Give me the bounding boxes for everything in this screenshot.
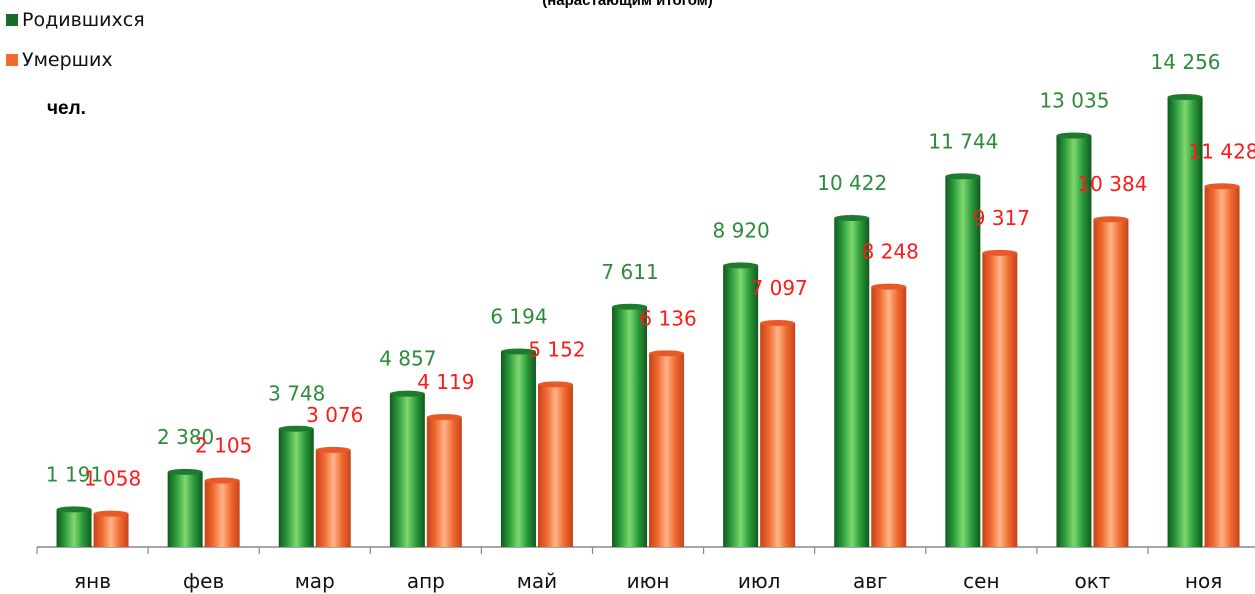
data-label-deaths: 1 058 <box>84 467 141 491</box>
legend-swatch-births <box>6 14 18 26</box>
legend-swatch-deaths <box>6 54 18 66</box>
bar-births <box>278 425 314 547</box>
x-tick-label: ноя <box>1185 569 1222 593</box>
chart-title: (нарастающим итогом) <box>542 0 713 9</box>
bar-deaths <box>1204 183 1240 547</box>
bar-births <box>389 390 425 547</box>
data-label-births: 14 256 <box>1151 50 1221 74</box>
data-label-births: 4 857 <box>379 347 436 371</box>
legend-item-deaths: Умерших <box>6 48 145 72</box>
data-label-births: 1 191 <box>46 462 103 486</box>
bar-births <box>945 173 981 548</box>
x-tick-label: май <box>517 569 557 593</box>
data-label-births: 2 380 <box>157 425 214 449</box>
bar-deaths <box>649 350 685 547</box>
bar-births <box>612 303 648 547</box>
legend-label-deaths: Умерших <box>22 49 113 71</box>
data-label-deaths: 6 136 <box>639 306 696 330</box>
data-label-deaths: 2 105 <box>195 434 252 458</box>
bar-deaths <box>537 381 573 547</box>
data-label-births: 11 744 <box>928 129 998 153</box>
bar-births <box>1167 94 1203 547</box>
bar-deaths <box>982 249 1018 547</box>
data-label-births: 10 422 <box>817 171 887 195</box>
legend-item-births: Родившихся <box>6 8 145 32</box>
x-tick-label: окт <box>1074 569 1110 593</box>
data-label-deaths: 3 076 <box>306 403 363 427</box>
data-label-births: 6 194 <box>490 304 547 328</box>
bar-deaths <box>426 413 462 547</box>
bar-deaths <box>93 510 129 547</box>
data-label-births: 13 035 <box>1039 89 1109 113</box>
bar-births <box>167 468 203 547</box>
x-tick-label: сен <box>963 569 999 593</box>
bar-deaths <box>315 446 351 547</box>
data-label-births: 8 920 <box>713 218 770 242</box>
data-label-deaths: 8 248 <box>862 240 919 264</box>
data-label-births: 7 611 <box>601 260 658 284</box>
bar-deaths <box>871 283 907 547</box>
bar-births <box>1056 132 1092 547</box>
bar-births <box>56 506 92 547</box>
legend: Родившихся Умерших <box>6 8 145 88</box>
bar-deaths <box>204 477 240 547</box>
x-tick-label: фев <box>183 569 224 593</box>
data-label-deaths: 4 119 <box>417 370 474 394</box>
bar-deaths <box>760 319 796 547</box>
x-tick-label: авг <box>853 569 888 593</box>
data-label-deaths: 9 317 <box>973 206 1030 230</box>
unit-label: чел. <box>47 98 86 119</box>
x-tick-label: июн <box>627 569 670 593</box>
bar-births <box>723 262 759 547</box>
bar-deaths <box>1093 216 1129 547</box>
data-label-deaths: 7 097 <box>751 276 808 300</box>
data-label-deaths: 10 384 <box>1077 172 1147 196</box>
x-tick-label: янв <box>74 569 111 593</box>
x-tick-label: июл <box>738 569 781 593</box>
x-tick-label: апр <box>407 569 445 593</box>
data-label-deaths: 11 428 <box>1189 139 1255 163</box>
bar-births <box>834 215 870 548</box>
data-label-births: 3 748 <box>268 382 325 406</box>
data-label-deaths: 5 152 <box>528 337 585 361</box>
x-tick-label: мар <box>295 569 335 593</box>
bar-births <box>500 348 536 547</box>
legend-label-births: Родившихся <box>22 9 145 31</box>
